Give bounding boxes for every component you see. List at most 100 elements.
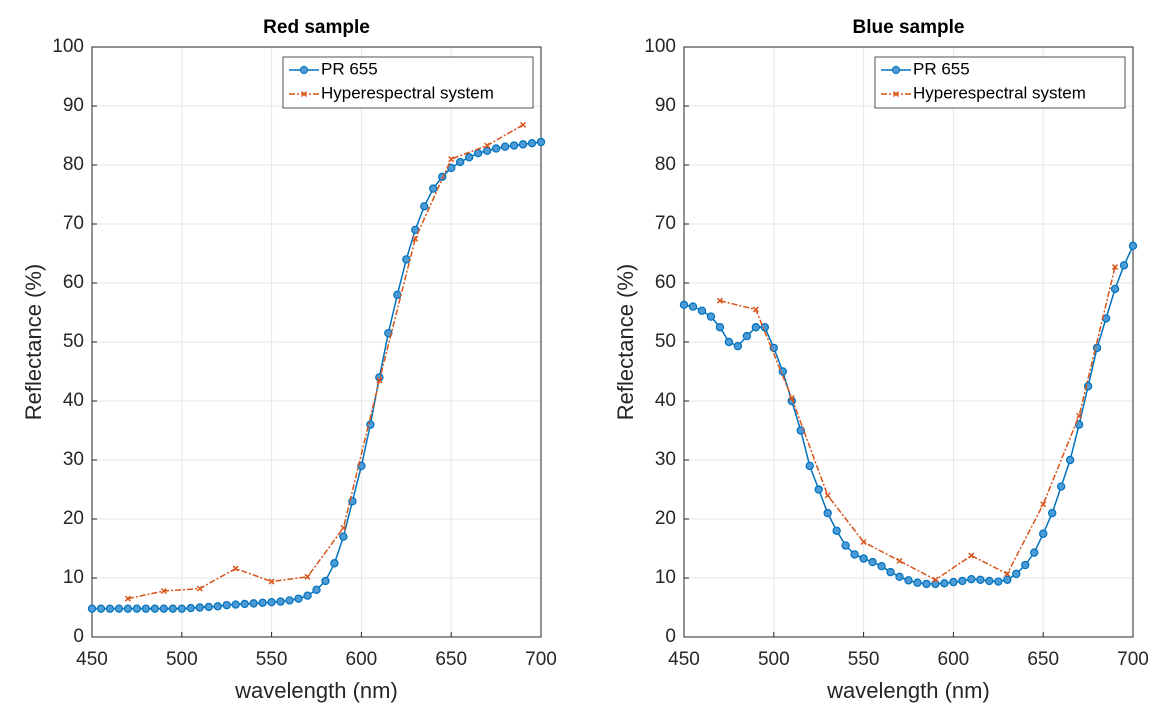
x-tick-label: 600 [346,649,378,670]
point [448,156,455,163]
y-tick-label: 30 [655,449,676,470]
point [231,600,240,609]
point [491,144,501,153]
point [715,323,725,332]
point [823,508,832,518]
y-tick-label: 10 [63,567,84,588]
y-tick-label: 0 [73,626,84,647]
y-tick-label: 30 [63,449,84,470]
point [464,153,474,162]
point [330,559,339,568]
y-tick-label: 100 [52,36,84,57]
y-axis-label: Reflectance (%) [613,264,638,421]
point [455,157,465,167]
y-tick-label: 40 [655,390,676,411]
point [312,585,321,595]
point [482,146,492,156]
point [994,577,1003,586]
point [1047,508,1057,518]
y-tick-label: 60 [63,272,84,293]
point [1040,501,1047,508]
x-tick-label: 650 [1027,649,1059,670]
point [940,579,949,588]
point [321,576,330,586]
legend-label: PR 655 [321,59,378,78]
point [1021,560,1030,570]
point [473,148,483,158]
y-tick-label: 70 [63,213,84,234]
point [913,578,922,587]
point [841,541,850,550]
point [420,202,429,211]
axes-box [683,46,1134,638]
point [123,604,133,613]
point [752,306,759,313]
point [500,142,510,151]
point [868,557,877,567]
point [267,597,276,607]
point [1004,570,1011,577]
point [150,604,160,613]
legend-label: PR 655 [913,59,970,78]
point [976,575,985,584]
point [186,603,195,613]
point [87,604,97,613]
point [724,337,734,347]
point [904,576,913,585]
x-tick-label: 600 [938,649,970,670]
point [985,576,994,586]
y-tick-label: 40 [63,390,84,411]
point [788,395,795,402]
point [484,142,491,149]
point [1056,482,1066,491]
legend-box [282,56,534,109]
point [967,574,976,584]
legend-marker [300,90,308,98]
point [1076,412,1083,419]
point [733,341,743,351]
point [160,587,167,595]
y-tick-label: 50 [63,331,84,352]
point [859,554,868,563]
point [896,557,903,564]
point [159,604,169,613]
series-line [719,266,1116,581]
point [1128,241,1138,251]
y-tick-label: 50 [655,331,676,352]
point [518,140,528,149]
point [1110,284,1120,294]
point [949,577,958,587]
point [114,604,124,613]
point [1003,575,1012,584]
point [520,121,527,128]
point [706,312,716,321]
point [304,573,311,580]
point [1119,261,1129,270]
point [276,597,285,606]
point [688,302,698,311]
point [751,323,761,332]
x-axis-label: wavelength (nm) [826,678,990,703]
point [402,255,411,264]
point [213,602,222,611]
x-tick-label: 500 [758,649,790,670]
point [958,576,967,586]
point [132,604,142,613]
point [249,599,258,608]
y-axis-label: Reflectance (%) [21,264,46,421]
point [240,599,249,609]
legend-marker [891,65,901,75]
point [1065,455,1075,465]
point [509,141,519,150]
y-tick-label: 80 [655,154,676,175]
y-tick-label: 70 [655,213,676,234]
point [968,552,975,559]
point [716,297,723,304]
legend-marker [299,65,309,75]
point [429,184,438,193]
x-tick-label: 700 [525,649,557,670]
point [204,602,213,612]
point [886,567,895,577]
x-tick-label: 550 [848,649,880,670]
point [294,594,303,603]
